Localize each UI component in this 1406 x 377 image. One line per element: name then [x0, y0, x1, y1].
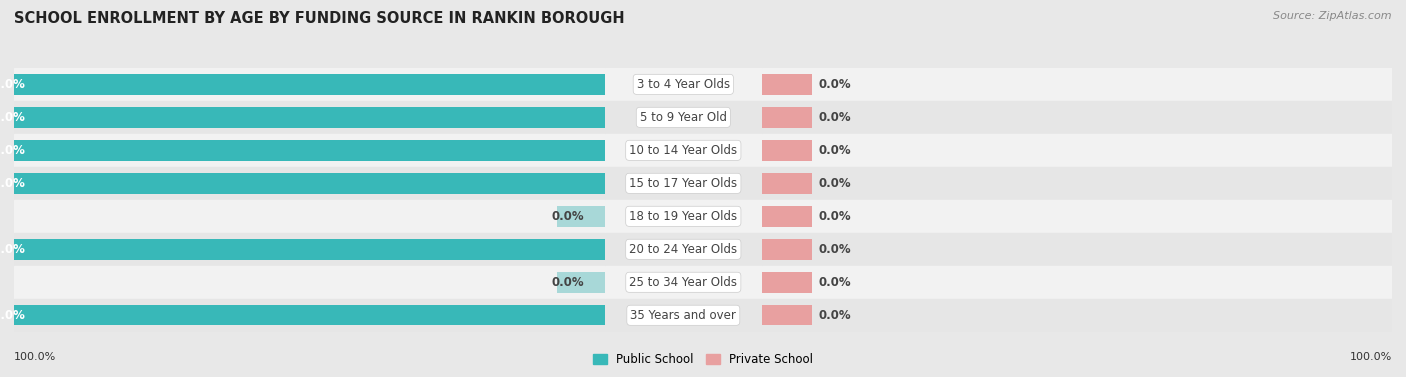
Text: 0.0%: 0.0% — [818, 276, 852, 289]
Bar — [762, 140, 813, 161]
Bar — [762, 107, 813, 127]
Bar — [762, 266, 1392, 299]
Text: Source: ZipAtlas.com: Source: ZipAtlas.com — [1274, 11, 1392, 21]
Bar — [762, 173, 813, 193]
Bar — [762, 299, 1392, 332]
Bar — [605, 299, 762, 332]
Bar — [14, 68, 605, 101]
Bar — [762, 272, 813, 293]
Text: 100.0%: 100.0% — [1350, 352, 1392, 362]
Text: 35 Years and over: 35 Years and over — [630, 309, 737, 322]
Text: 18 to 19 Year Olds: 18 to 19 Year Olds — [630, 210, 737, 223]
Text: 10 to 14 Year Olds: 10 to 14 Year Olds — [630, 144, 737, 157]
Text: 0.0%: 0.0% — [818, 177, 852, 190]
Text: 100.0%: 100.0% — [0, 309, 25, 322]
Text: 0.0%: 0.0% — [818, 243, 852, 256]
Bar — [14, 134, 605, 167]
Bar — [14, 266, 605, 299]
Bar — [14, 299, 605, 332]
Bar — [762, 74, 813, 95]
Bar — [14, 74, 605, 95]
Text: 100.0%: 100.0% — [0, 177, 25, 190]
Bar — [762, 200, 1392, 233]
Bar — [762, 68, 1392, 101]
Bar — [605, 101, 762, 134]
Bar — [605, 167, 762, 200]
Text: 100.0%: 100.0% — [0, 243, 25, 256]
Text: 3 to 4 Year Olds: 3 to 4 Year Olds — [637, 78, 730, 91]
Text: 100.0%: 100.0% — [14, 352, 56, 362]
Bar — [14, 305, 605, 325]
Bar — [14, 173, 605, 193]
Bar — [14, 200, 605, 233]
Bar — [605, 266, 762, 299]
Bar — [762, 239, 813, 259]
Text: 15 to 17 Year Olds: 15 to 17 Year Olds — [630, 177, 737, 190]
Bar — [557, 272, 605, 293]
Bar — [762, 101, 1392, 134]
Bar — [605, 200, 762, 233]
Text: 25 to 34 Year Olds: 25 to 34 Year Olds — [630, 276, 737, 289]
Text: 0.0%: 0.0% — [818, 144, 852, 157]
Bar — [14, 239, 605, 259]
Text: 20 to 24 Year Olds: 20 to 24 Year Olds — [630, 243, 737, 256]
Text: 0.0%: 0.0% — [818, 210, 852, 223]
Bar — [605, 233, 762, 266]
Bar — [14, 107, 605, 127]
Bar — [762, 206, 813, 227]
Text: 0.0%: 0.0% — [818, 78, 852, 91]
Bar — [762, 305, 813, 325]
Bar — [762, 167, 1392, 200]
Legend: Public School, Private School: Public School, Private School — [588, 349, 818, 371]
Text: 0.0%: 0.0% — [818, 111, 852, 124]
Text: SCHOOL ENROLLMENT BY AGE BY FUNDING SOURCE IN RANKIN BOROUGH: SCHOOL ENROLLMENT BY AGE BY FUNDING SOUR… — [14, 11, 624, 26]
Bar — [762, 233, 1392, 266]
Bar — [557, 206, 605, 227]
Text: 0.0%: 0.0% — [818, 309, 852, 322]
Text: 100.0%: 100.0% — [0, 144, 25, 157]
Bar — [605, 134, 762, 167]
Bar — [762, 134, 1392, 167]
Text: 100.0%: 100.0% — [0, 111, 25, 124]
Bar — [605, 68, 762, 101]
Bar — [14, 101, 605, 134]
Bar — [14, 167, 605, 200]
Text: 0.0%: 0.0% — [551, 276, 583, 289]
Text: 100.0%: 100.0% — [0, 78, 25, 91]
Bar — [14, 140, 605, 161]
Bar — [14, 233, 605, 266]
Text: 5 to 9 Year Old: 5 to 9 Year Old — [640, 111, 727, 124]
Text: 0.0%: 0.0% — [551, 210, 583, 223]
